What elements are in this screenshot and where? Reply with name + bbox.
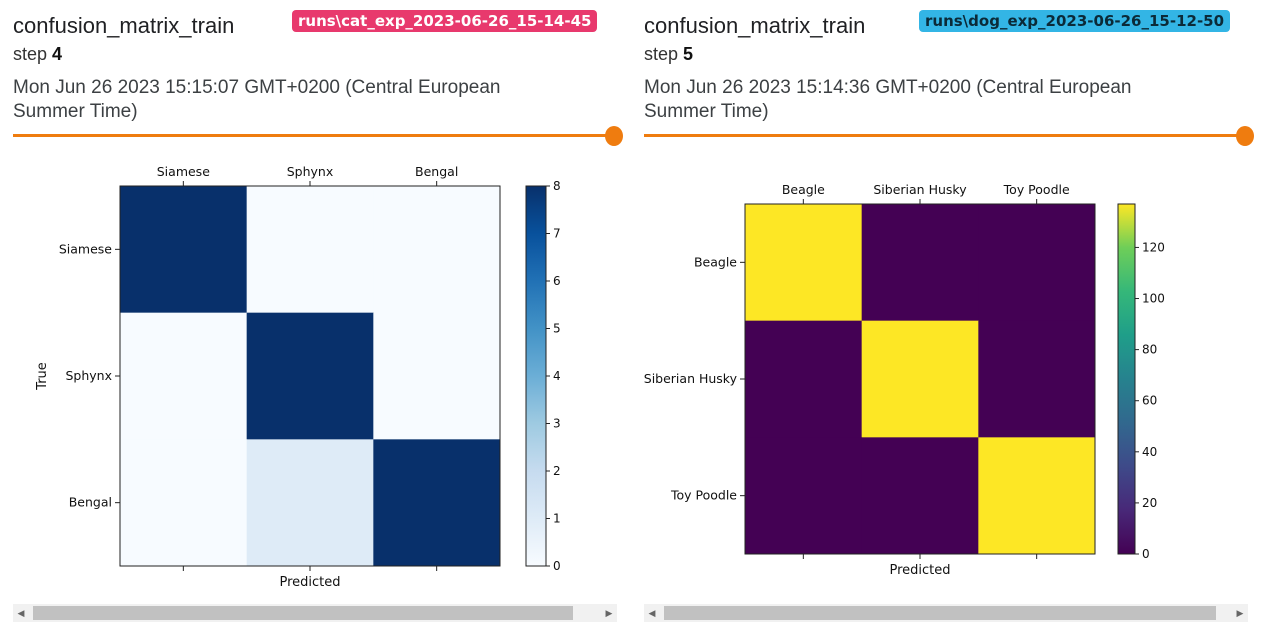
- colorbar-tick-label: 8: [553, 179, 561, 193]
- x-tick-label: Sphynx: [287, 164, 334, 179]
- colorbar-tick-label: 60: [1142, 394, 1157, 408]
- confusion-matrix-plot: Beagle Beagle Siberian Husky Siberian Husky…: [644, 182, 1165, 578]
- scroll-right-arrow-icon[interactable]: ▶: [605, 608, 613, 618]
- scroll-left-arrow-icon[interactable]: ◀: [17, 608, 25, 618]
- colorbar-tick-label: 4: [553, 369, 561, 383]
- step-value: 5: [683, 44, 694, 64]
- colorbar: [1117, 203, 1136, 555]
- x-axis-label: Predicted: [889, 563, 950, 578]
- matrix-cell: [978, 437, 1096, 555]
- x-tick-label: Siberian Husky: [873, 182, 967, 197]
- step-slider-track[interactable]: [13, 134, 613, 137]
- x-tick-label: Toy Poodle: [1003, 182, 1070, 197]
- step-label: step: [13, 44, 48, 64]
- matrix-cell: [373, 312, 501, 440]
- matrix-cell: [120, 439, 248, 567]
- colorbar-tick-label: 100: [1142, 292, 1165, 306]
- matrix-cell: [246, 439, 374, 567]
- y-tick-label: Siberian Husky: [644, 371, 738, 386]
- y-tick-label: Beagle: [694, 254, 737, 269]
- run-tag: runs\dog_exp_2023-06-26_15-12-50: [919, 10, 1231, 32]
- image-card-cat: confusion_matrix_train runs\cat_exp_2023…: [0, 0, 623, 633]
- matrix-cell: [978, 204, 1096, 322]
- step-indicator: step 4: [13, 44, 62, 65]
- y-tick-label: Siamese: [59, 241, 112, 256]
- colorbar-tick-label: 3: [553, 417, 561, 431]
- scrollbar-thumb[interactable]: [664, 606, 1216, 620]
- wall-time: Mon Jun 26 2023 15:14:36 GMT+0200 (Centr…: [644, 77, 1132, 122]
- colorbar-tick-label: 1: [553, 512, 561, 526]
- colorbar-tick-label: 80: [1142, 343, 1157, 357]
- horizontal-scrollbar[interactable]: ◀ ▶: [644, 604, 1248, 622]
- colorbar-tick-label: 40: [1142, 445, 1157, 459]
- matrix-cell: [373, 439, 501, 567]
- step-value: 4: [52, 44, 63, 64]
- colorbar: [525, 185, 547, 567]
- matrix-cell: [861, 437, 979, 555]
- x-axis-label: Predicted: [279, 575, 340, 590]
- scrollbar-thumb[interactable]: [33, 606, 573, 620]
- scroll-right-arrow-icon[interactable]: ▶: [1236, 608, 1244, 618]
- x-tick-label: Bengal: [415, 164, 458, 179]
- step-indicator: step 5: [644, 44, 693, 65]
- matrix-cell: [120, 186, 248, 314]
- confusion-matrix-plot: Siamese Siamese Sphynx Sphynx Bengal Bengal Pr…: [35, 164, 561, 590]
- colorbar-tick-label: 0: [553, 559, 561, 573]
- step-label: step: [644, 44, 679, 64]
- y-tick-label: Bengal: [69, 495, 112, 510]
- y-tick-label: Toy Poodle: [670, 488, 737, 503]
- step-slider-thumb[interactable]: [605, 126, 623, 146]
- matrix-cell: [745, 320, 863, 438]
- colorbar-tick-label: 6: [553, 274, 561, 288]
- matrix-cell: [978, 320, 1096, 438]
- matrix-cell: [246, 312, 374, 440]
- colorbar-tick-label: 0: [1142, 547, 1150, 561]
- x-tick-label: Beagle: [782, 182, 825, 197]
- matrix-cell: [120, 312, 248, 440]
- run-tag: runs\cat_exp_2023-06-26_15-14-45: [292, 10, 598, 32]
- y-tick-label: Sphynx: [65, 368, 112, 383]
- step-slider-track[interactable]: [644, 134, 1244, 137]
- matrix-cell: [373, 186, 501, 314]
- scroll-left-arrow-icon[interactable]: ◀: [648, 608, 656, 618]
- colorbar-tick-label: 7: [553, 227, 561, 241]
- y-axis-label: True: [35, 362, 50, 391]
- matrix-cell: [246, 186, 374, 314]
- wall-time: Mon Jun 26 2023 15:15:07 GMT+0200 (Centr…: [13, 77, 501, 122]
- matrix-cell: [745, 437, 863, 555]
- card-title: confusion_matrix_train: [644, 13, 866, 38]
- matrix-cell: [745, 204, 863, 322]
- colorbar-tick-label: 2: [553, 464, 561, 478]
- step-slider-thumb[interactable]: [1236, 126, 1254, 146]
- matrix-cell: [861, 320, 979, 438]
- image-card-dog: confusion_matrix_train runs\dog_exp_2023…: [631, 0, 1254, 633]
- colorbar-tick-label: 20: [1142, 496, 1157, 510]
- colorbar-tick-label: 5: [553, 322, 561, 336]
- card-title: confusion_matrix_train: [13, 13, 235, 38]
- x-tick-label: Siamese: [157, 164, 210, 179]
- matrix-cell: [861, 204, 979, 322]
- colorbar-tick-label: 120: [1142, 240, 1165, 254]
- horizontal-scrollbar[interactable]: ◀ ▶: [13, 604, 617, 622]
